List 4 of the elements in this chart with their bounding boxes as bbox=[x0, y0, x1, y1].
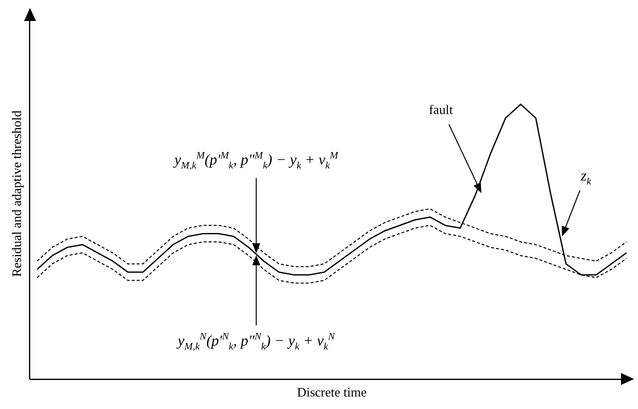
x-axis-title: Discrete time bbox=[296, 384, 367, 400]
text: z$_{k}$ bbox=[580, 168, 592, 188]
annotation: fault bbox=[428, 102, 453, 118]
y-axis-title: Residual and adaptive threshold bbox=[9, 110, 24, 277]
